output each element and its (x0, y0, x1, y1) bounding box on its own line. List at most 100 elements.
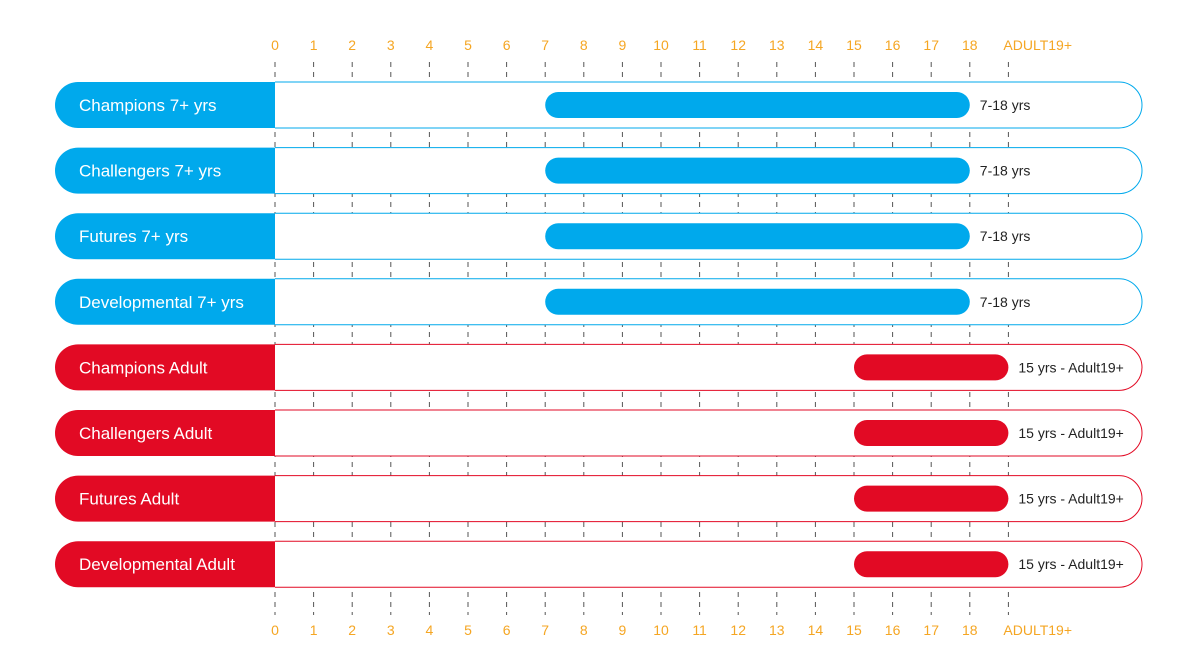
bottom-tick-label: 10 (653, 622, 669, 638)
program-row: Challengers Adult 15 yrs - Adult19+ (55, 409, 1143, 457)
bottom-tick-label: 14 (808, 622, 824, 638)
range-bar (545, 92, 970, 118)
row-label-block (55, 344, 276, 391)
gridlines (274, 62, 1009, 615)
top-tick-label: 8 (580, 37, 588, 53)
bottom-axis-ticks: 0 1 2 3 4 5 6 7 8 9 10 11 12 13 14 15 16 17 18 ADULT19+ (271, 622, 1072, 638)
program-row: Champions Adult 15 yrs - Adult19+ (55, 343, 1143, 391)
bottom-tick-label: 1 (310, 622, 318, 638)
top-tick-label: 9 (619, 37, 627, 53)
program-row: Futures 7+ yrs 7-18 yrs (54, 212, 1143, 260)
row-label-block (55, 278, 276, 325)
program-row: Futures Adult 15 yrs - Adult19+ (55, 475, 1143, 523)
top-tick-label: 14 (808, 37, 824, 53)
bottom-tick-label: 18 (962, 622, 978, 638)
row-track-fill-square (275, 82, 305, 128)
row-track-outline (275, 540, 1143, 588)
top-tick-label: 1 (310, 37, 318, 53)
bottom-tick-label: 15 (846, 622, 862, 638)
row-label: Futures Adult (79, 490, 179, 509)
range-bar (854, 551, 1009, 578)
row-track-fill-square (275, 147, 305, 194)
top-tick-label: 11 (692, 37, 707, 53)
program-row: Champions 7+ yrs 7-18 yrs (55, 81, 1143, 129)
row-track-outline (275, 81, 1143, 129)
row-track-fill (275, 344, 1142, 391)
row-track-fill-square (275, 541, 305, 588)
program-row: Challengers 7+ yrs 7-18 yrs (55, 147, 1143, 195)
row-track-outline (275, 475, 1143, 523)
top-tick-label: 10 (653, 37, 669, 53)
top-tick-label: 17 (923, 37, 939, 53)
row-label-block (55, 541, 276, 588)
row-label-block (55, 147, 276, 194)
range-bar (545, 157, 970, 184)
bottom-tick-label: 6 (503, 622, 511, 638)
row-track-outline (275, 147, 1143, 195)
row-track-outline (275, 212, 1143, 260)
range-bar (545, 223, 970, 250)
row-label: Challengers Adult (79, 424, 213, 443)
range-label: 15 yrs - Adult19+ (1018, 556, 1123, 572)
bottom-tick-label: 12 (730, 622, 746, 638)
row-track-fill-square (275, 475, 305, 522)
row-track-fill (275, 410, 1142, 456)
bottom-tick-label: 16 (885, 622, 901, 638)
top-tick-label: 5 (464, 37, 472, 53)
top-tick-label: 12 (730, 37, 746, 53)
bottom-tick-label: 0 (271, 622, 279, 638)
range-bar (854, 485, 1009, 512)
bottom-tick-label: 2 (348, 622, 356, 638)
row-label: Developmental 7+ yrs (79, 293, 244, 312)
bottom-tick-label: 4 (426, 622, 434, 638)
row-track-outline (275, 278, 1143, 326)
bottom-tick-label: 11 (692, 622, 707, 638)
row-track-outline (275, 409, 1143, 457)
row-label: Challengers 7+ yrs (79, 162, 221, 181)
range-label: 15 yrs - Adult19+ (1018, 425, 1123, 441)
bottom-tick-label: 7 (541, 622, 549, 638)
top-tick-label: 3 (387, 37, 395, 53)
bottom-tick-label: 3 (387, 622, 395, 638)
range-bar (854, 420, 1009, 446)
top-tick-label: 15 (846, 37, 862, 53)
top-tick-label: 7 (541, 37, 549, 53)
program-row: Developmental 7+ yrs 7-18 yrs (55, 278, 1143, 326)
program-row: Developmental Adult 15 yrs - Adult19+ (55, 540, 1143, 588)
row-track-fill-square (275, 344, 305, 391)
row-label: Futures 7+ yrs (79, 227, 188, 246)
top-tick-label: 2 (348, 37, 356, 53)
range-label: 7-18 yrs (980, 163, 1031, 179)
top-tick-label: 16 (885, 37, 901, 53)
row-track-outline (275, 343, 1143, 391)
top-tick-label: 0 (271, 37, 279, 53)
row-track-fill-square (275, 278, 305, 325)
bottom-tick-label: 13 (769, 622, 785, 638)
top-tick-label: ADULT19+ (1003, 37, 1072, 53)
range-label: 7-18 yrs (980, 228, 1031, 244)
range-bar (854, 354, 1009, 381)
top-tick-label: 18 (962, 37, 978, 53)
bottom-tick-label: ADULT19+ (1003, 622, 1072, 638)
row-track-fill-square (275, 410, 305, 456)
row-track-fill (275, 541, 1142, 588)
bottom-tick-label: 5 (464, 622, 472, 638)
row-label: Developmental Adult (79, 555, 235, 574)
bottom-tick-label: 9 (619, 622, 627, 638)
top-tick-label: 6 (503, 37, 511, 53)
row-label-block (54, 213, 275, 260)
top-axis-ticks: 0 1 2 3 4 5 6 7 8 9 10 11 12 13 14 15 16 17 18 ADULT19+ (271, 37, 1072, 53)
range-label: 7-18 yrs (980, 294, 1031, 310)
top-tick-label: 13 (769, 37, 785, 53)
row-track-fill (275, 475, 1142, 522)
row-label: Champions 7+ yrs (79, 96, 216, 115)
bottom-tick-label: 17 (923, 622, 939, 638)
row-label-block (55, 475, 276, 522)
range-label: 7-18 yrs (980, 97, 1031, 113)
bottom-tick-label: 8 (580, 622, 588, 638)
range-label: 15 yrs - Adult19+ (1018, 359, 1123, 375)
row-track-fill-square (275, 213, 305, 260)
